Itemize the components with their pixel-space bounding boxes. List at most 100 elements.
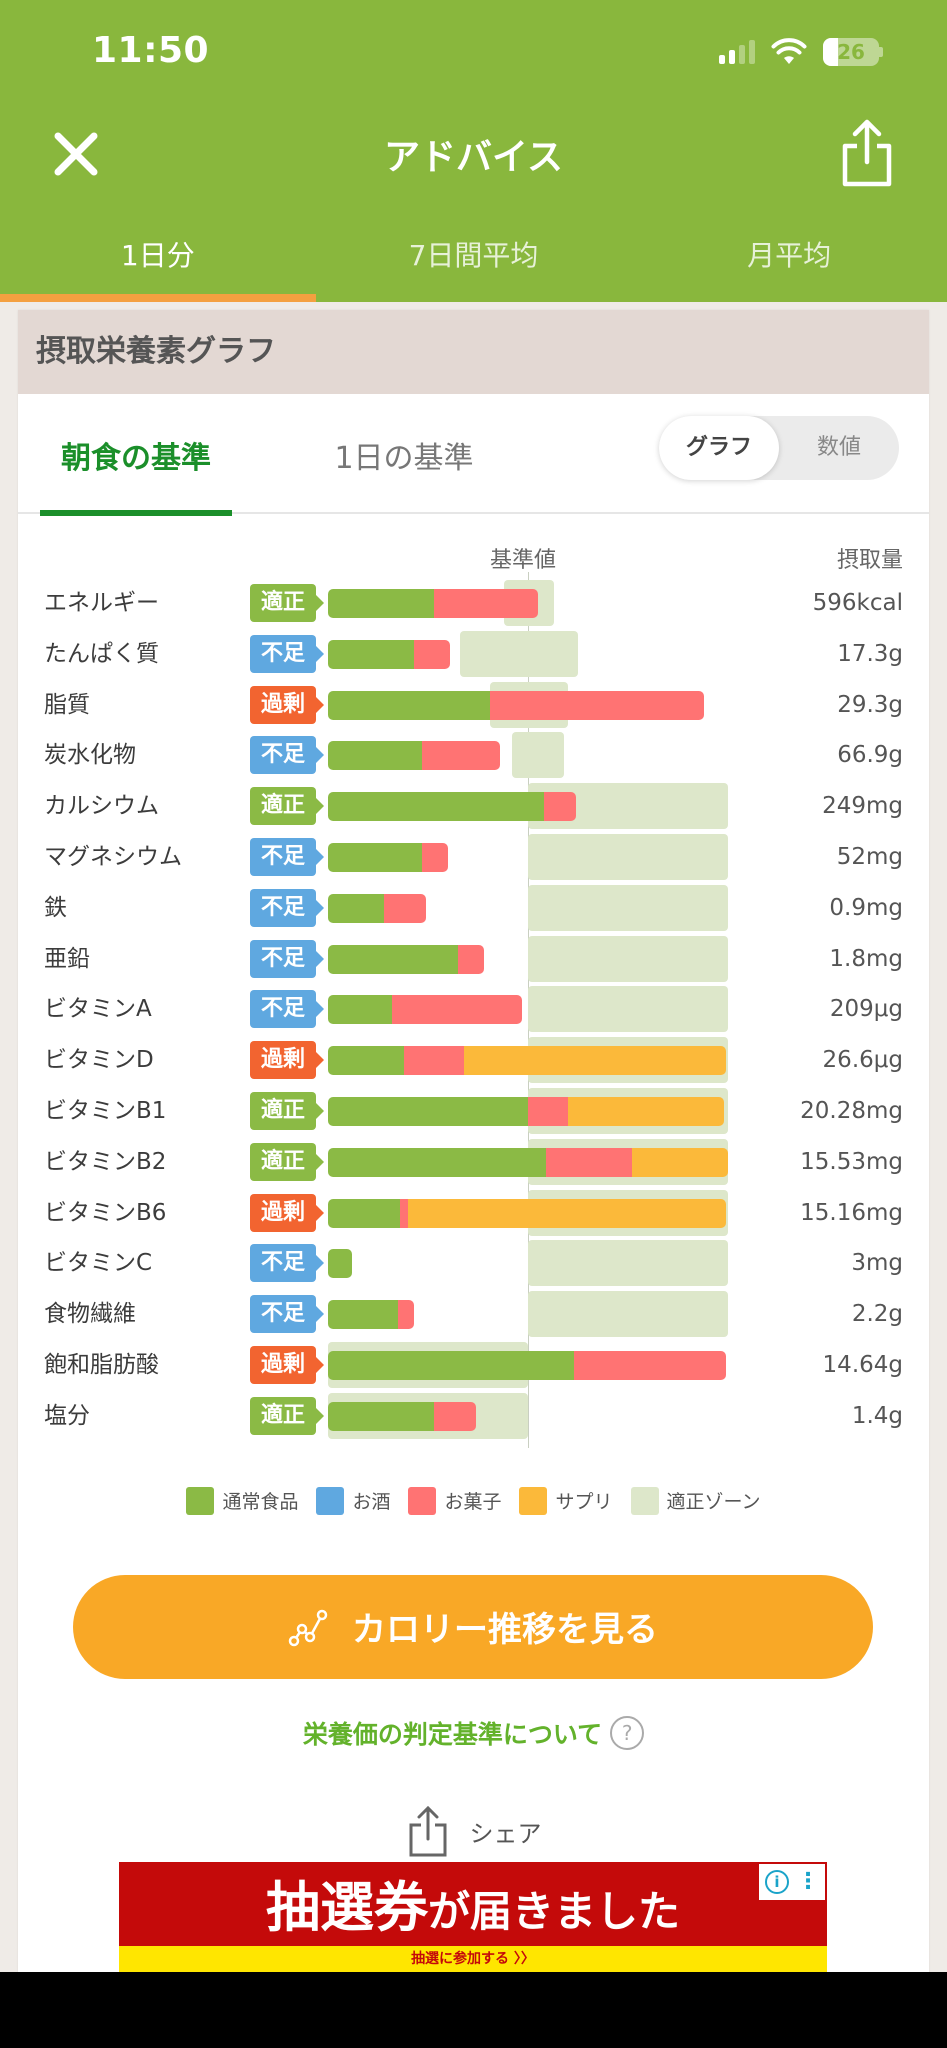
toggle-graph[interactable]: グラフ xyxy=(659,416,779,480)
bar-segment-normal-food xyxy=(328,1300,398,1330)
tab-1-day[interactable]: 1日分 xyxy=(0,218,316,302)
intake-value: 249mg xyxy=(822,793,903,820)
nutrient-name: たんぱく質 xyxy=(44,640,159,667)
bar-segment-snack xyxy=(422,843,448,872)
nutrient-graph-card: 摂取栄養素グラフ 朝食の基準 1日の基準 グラフ 数値 基準値 摂取量 エネルギ… xyxy=(18,310,929,1972)
bar-segment-snack xyxy=(392,995,522,1025)
status-badge: 不足 xyxy=(250,990,324,1029)
bar-segment-normal-food xyxy=(328,1198,400,1228)
bar-segment-snack xyxy=(546,1147,632,1177)
ad-cta[interactable]: 抽選に参加する 〉〉 xyxy=(119,1946,827,1972)
bar-segment-snack xyxy=(434,589,538,618)
header-share-button[interactable] xyxy=(837,118,897,188)
status-badge: 適正 xyxy=(250,787,324,826)
header: 11:50 26 アドバイス xyxy=(0,0,947,302)
signal-icon xyxy=(719,40,755,64)
bar-segment-supplement xyxy=(632,1147,728,1177)
intake-bar xyxy=(328,1147,728,1177)
optimal-zone xyxy=(528,884,728,931)
info-icon[interactable]: i xyxy=(765,1870,789,1894)
status-badge: 不足 xyxy=(250,888,324,927)
reference-label: 基準値 xyxy=(490,548,557,573)
nutrient-name: ビタミンB6 xyxy=(44,1199,167,1226)
status-badge: 過剰 xyxy=(250,1193,324,1232)
intake-value: 15.16mg xyxy=(800,1199,903,1226)
view-calorie-trend-button[interactable]: カロリー推移を見る xyxy=(73,1574,873,1679)
intake-value: 3mg xyxy=(851,1250,903,1277)
bar-segment-snack xyxy=(574,1351,726,1380)
status-badge: 適正 xyxy=(250,584,324,622)
view-toggle[interactable]: グラフ 数値 xyxy=(659,416,899,480)
intake-value: 1.4g xyxy=(851,1402,903,1429)
legend-item: サプリ xyxy=(519,1486,613,1515)
status-badge: 不足 xyxy=(250,939,324,978)
close-button[interactable] xyxy=(50,128,102,180)
intake-bar xyxy=(328,1401,476,1431)
share-icon xyxy=(842,119,892,187)
legend-swatch-alcohol xyxy=(316,1486,345,1515)
battery-level: 26 xyxy=(837,40,865,64)
status-badge: 適正 xyxy=(250,1142,324,1181)
optimal-zone xyxy=(528,935,728,982)
page-title: アドバイス xyxy=(384,137,563,178)
more-options-icon[interactable]: ⋮ xyxy=(797,1869,819,1894)
optimal-zone xyxy=(528,1240,728,1287)
intake-bar xyxy=(328,1198,726,1228)
intake-bar xyxy=(328,741,500,771)
tab-daily-standard[interactable]: 1日の基準 xyxy=(334,441,474,476)
bar-segment-normal-food xyxy=(328,995,392,1025)
intake-value: 209μg xyxy=(829,996,903,1023)
chart-legend: 通常食品 お酒 お菓子 サプリ 適正ゾーン xyxy=(18,1486,929,1515)
bar-segment-supplement xyxy=(568,1097,724,1126)
wifi-icon xyxy=(771,38,807,64)
tab-breakfast-standard[interactable]: 朝食の基準 xyxy=(40,394,232,516)
intake-value: 14.64g xyxy=(822,1352,903,1378)
intake-value: 2.2g xyxy=(851,1301,903,1328)
bar-segment-snack xyxy=(422,741,500,771)
nutrient-name: カルシウム xyxy=(44,793,159,820)
ad-banner[interactable]: 抽選券が届きました 抽選に参加する 〉〉 i ⋮ xyxy=(119,1862,827,1972)
toggle-numeric[interactable]: 数値 xyxy=(816,435,861,460)
bar-segment-snack xyxy=(544,792,576,822)
ad-choices[interactable]: i ⋮ xyxy=(759,1864,825,1900)
nutrient-name: ビタミンB1 xyxy=(44,1098,167,1124)
tab-7-day-average[interactable]: 7日間平均 xyxy=(408,239,539,272)
legend-swatch-supplement xyxy=(519,1486,548,1515)
nutrient-row: カルシウム 適正 249mg xyxy=(18,781,929,831)
bar-segment-snack xyxy=(400,1198,408,1228)
optimal-zone xyxy=(460,630,578,677)
share-label: シェア xyxy=(469,1820,542,1849)
intake-value: 0.9mg xyxy=(829,894,903,921)
nutrient-name: ビタミンA xyxy=(44,996,152,1023)
nutrient-name: 塩分 xyxy=(44,1402,90,1429)
bar-segment-snack xyxy=(434,1401,476,1431)
intake-value: 66.9g xyxy=(837,742,903,769)
nutrient-name: 鉄 xyxy=(44,894,67,921)
judgement-criteria-link[interactable]: 栄養価の判定基準について ? xyxy=(18,1715,929,1751)
intake-value: 596kcal xyxy=(812,590,903,616)
bar-segment-normal-food xyxy=(328,1046,404,1076)
nutrient-row: ビタミンD 過剰 26.6μg xyxy=(18,1035,929,1085)
bar-segment-normal-food xyxy=(328,1401,434,1431)
legend-item: 通常食品 xyxy=(186,1486,298,1515)
intake-bar xyxy=(328,589,538,618)
intake-bar xyxy=(328,995,522,1025)
status-time: 11:50 xyxy=(92,30,210,71)
share-button[interactable]: シェア xyxy=(18,1805,929,1859)
nutrient-name: 飽和脂肪酸 xyxy=(44,1352,159,1378)
nutrient-row: ビタミンB1 適正 20.28mg xyxy=(18,1086,929,1136)
intake-bar xyxy=(328,893,426,923)
bar-segment-normal-food xyxy=(328,1249,352,1279)
bar-segment-snack xyxy=(414,639,450,669)
status-badge: 不足 xyxy=(250,736,324,775)
nutrient-row: たんぱく質 不足 17.3g xyxy=(18,629,929,679)
legend-swatch-normal-food xyxy=(186,1486,215,1515)
status-icons: 26 xyxy=(719,38,883,66)
bar-segment-snack xyxy=(490,690,704,720)
bar-segment-normal-food xyxy=(328,1147,546,1177)
bar-segment-supplement xyxy=(408,1198,726,1228)
nutrient-row: ビタミンB2 適正 15.53mg xyxy=(18,1137,929,1187)
legend-item: 適正ゾーン xyxy=(630,1486,761,1515)
intake-value: 20.28mg xyxy=(800,1098,903,1124)
tab-monthly-average[interactable]: 月平均 xyxy=(747,239,832,272)
